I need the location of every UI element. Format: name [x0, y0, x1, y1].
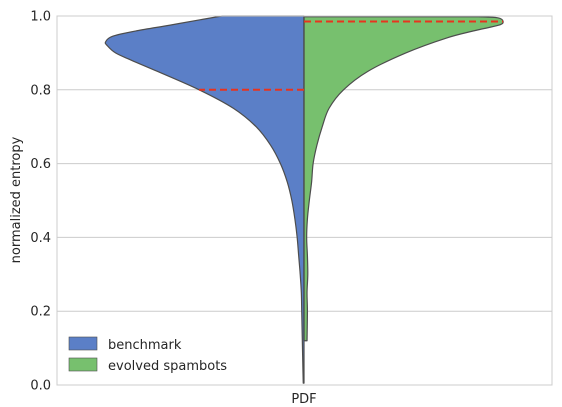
legend-swatch-evolved-spambots: [68, 357, 98, 372]
y-tick-label: 0.0: [30, 379, 51, 394]
violin-half-benchmark: [104, 15, 305, 384]
legend-label-benchmark: benchmark: [108, 338, 182, 353]
violin-half-evolved-spambots: [303, 16, 504, 342]
y-tick-label: 0.8: [30, 83, 51, 98]
violins: [104, 15, 504, 384]
plot-frame: [56, 15, 553, 386]
legend-label-evolved-spambots: evolved spambots: [108, 359, 227, 374]
x-tick-label: PDF: [291, 392, 316, 407]
y-tick-label: 0.2: [30, 305, 51, 320]
legend-swatch-benchmark: [68, 336, 98, 351]
y-tick-label: 1.0: [30, 10, 51, 25]
legend: benchmark evolved spambots: [68, 336, 227, 374]
median-lines: [199, 20, 504, 91]
y-tick-label: 0.4: [30, 231, 51, 246]
y-tick-labels: 0.0 0.2 0.4 0.6 0.8 1.0: [30, 10, 51, 394]
y-axis-label: normalized entropy: [9, 136, 24, 263]
y-tick-label: 0.6: [30, 157, 51, 172]
